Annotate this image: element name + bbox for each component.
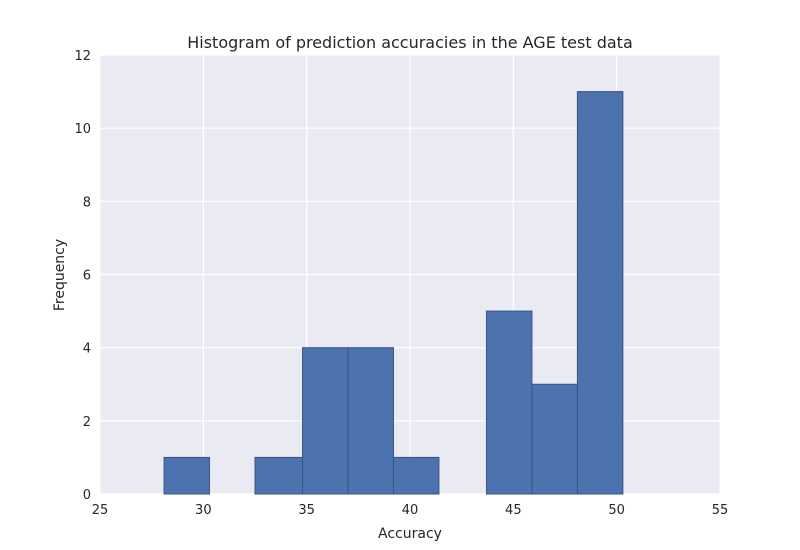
y-tick-label: 6 <box>83 269 91 284</box>
y-tick-label: 10 <box>74 122 91 137</box>
histogram-bar <box>302 347 349 495</box>
histogram-bars <box>163 91 624 495</box>
chart-title: Histogram of prediction accuracies in th… <box>187 33 633 52</box>
x-axis-label: Accuracy <box>378 526 442 542</box>
histogram-bar <box>531 383 578 495</box>
histogram-bar <box>163 456 211 495</box>
histogram-bar <box>347 347 394 495</box>
y-tick-label: 4 <box>83 342 91 357</box>
y-tick-label: 2 <box>83 415 91 430</box>
x-tick-label: 45 <box>505 503 522 518</box>
x-tick-label: 25 <box>92 503 109 518</box>
histogram-bar <box>392 456 440 495</box>
histogram-bar <box>485 310 533 495</box>
y-axis-label: Frequency <box>52 239 68 311</box>
histogram-bar <box>576 91 624 495</box>
x-tick-labels: 25 30 35 40 45 50 55 <box>92 503 729 518</box>
y-tick-label: 8 <box>83 195 91 210</box>
x-tick-label: 40 <box>402 503 419 518</box>
x-tick-label: 35 <box>298 503 315 518</box>
histogram-bar <box>254 456 304 495</box>
y-tick-label: 0 <box>83 488 91 503</box>
x-tick-label: 50 <box>608 503 625 518</box>
y-tick-label: 12 <box>74 49 91 64</box>
y-tick-labels: 0 2 4 6 8 10 12 <box>74 49 91 503</box>
x-tick-label: 30 <box>195 503 212 518</box>
x-tick-label: 55 <box>712 503 729 518</box>
